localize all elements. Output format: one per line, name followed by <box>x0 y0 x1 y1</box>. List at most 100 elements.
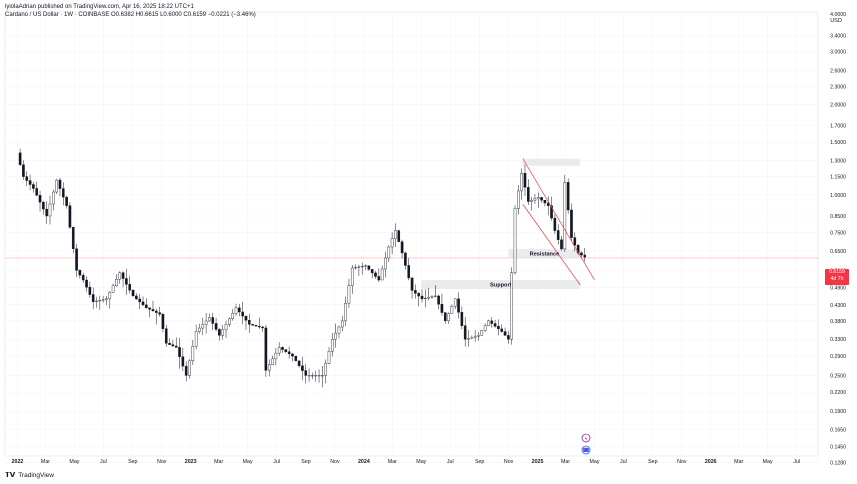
candle <box>447 312 450 324</box>
y-tick-label: 0.3800 <box>830 319 846 325</box>
x-tick-label: May <box>416 459 426 465</box>
candle <box>420 289 424 303</box>
candle-body <box>334 332 337 340</box>
chart-header: lyiolaAdrian published on TradingView.co… <box>5 3 256 19</box>
candle <box>321 366 324 388</box>
candle-body <box>553 217 557 231</box>
y-tick-label: 4.0000 <box>830 12 846 18</box>
x-tick-label: Jul <box>447 459 454 465</box>
candle-body <box>433 295 437 297</box>
x-tick-label: Sep <box>475 459 484 465</box>
candle <box>370 269 374 279</box>
candle <box>101 295 105 303</box>
candle-body <box>48 203 52 217</box>
candle-body <box>477 335 480 337</box>
candle-body <box>95 300 98 302</box>
candle <box>171 339 175 347</box>
candle <box>68 202 72 229</box>
candle-body <box>32 184 35 189</box>
zone-label: Support <box>490 283 512 289</box>
candle <box>324 359 327 384</box>
candle <box>277 342 281 357</box>
time-axis[interactable]: 2022 Mar May Jul Sep Nov 2023 Mar May Jul Sep Nov 20… <box>12 459 800 465</box>
candle-body <box>500 328 504 332</box>
candle-body <box>301 365 304 371</box>
price-axis[interactable]: USD5.40004.60004.00003.40003.00002.60002… <box>830 0 846 467</box>
candle <box>247 313 251 333</box>
candle <box>108 291 112 309</box>
x-tick-label: May <box>763 459 773 465</box>
candle <box>503 327 507 336</box>
candle <box>410 277 414 299</box>
candle <box>61 182 65 206</box>
candle <box>32 181 35 193</box>
bar-countdown: 4d 7h <box>830 276 844 282</box>
y-tick-label: 0.7500 <box>830 230 846 236</box>
candle-body <box>483 325 487 331</box>
candle-body <box>135 295 138 300</box>
last-price-value: 0.6159 <box>829 269 845 275</box>
x-tick-label: 2024 <box>358 459 370 465</box>
candle <box>450 304 454 314</box>
candle-body <box>443 312 447 322</box>
candle-body <box>91 294 95 302</box>
candle <box>164 324 168 347</box>
plot-area <box>4 11 819 457</box>
candle <box>513 205 517 275</box>
candle-body <box>61 188 65 198</box>
candle-body <box>238 307 241 313</box>
candle <box>18 148 22 167</box>
candle <box>148 307 151 318</box>
candle <box>337 325 341 339</box>
candle-body <box>337 326 341 334</box>
candle-body <box>404 252 407 266</box>
candle-body <box>331 339 334 352</box>
brand-name: TradingView <box>18 471 54 479</box>
candle <box>526 179 530 205</box>
candle-body <box>174 345 178 348</box>
zone-labels: Resistance Support <box>490 252 559 289</box>
candle-body <box>340 320 344 328</box>
candle-body <box>580 252 583 256</box>
candle <box>38 190 42 212</box>
candle-body <box>377 276 381 281</box>
candle <box>424 289 427 308</box>
candle <box>344 296 347 327</box>
trend-line <box>522 204 581 286</box>
candle <box>533 193 537 205</box>
x-tick-label: 2022 <box>12 459 24 465</box>
candle <box>443 312 447 324</box>
candle <box>244 315 248 330</box>
event-markers[interactable]: ϟ <box>581 433 591 455</box>
candle <box>261 325 264 332</box>
y-tick-label: 2.3000 <box>830 84 846 90</box>
candle-body <box>450 305 454 314</box>
candle-body <box>18 152 22 165</box>
candle-body <box>563 182 567 250</box>
candle-body <box>264 327 268 371</box>
y-tick-label: 0.1280 <box>830 461 846 467</box>
y-tick-label: 1.7000 <box>830 124 846 130</box>
candle-body <box>417 293 420 297</box>
candle-body <box>487 320 490 326</box>
candle-body <box>493 323 497 327</box>
annotation-zones <box>421 158 581 290</box>
x-tick-label: Mar <box>734 459 743 465</box>
y-tick-label: 0.8500 <box>830 214 846 220</box>
x-tick-label: 2026 <box>705 459 717 465</box>
candle <box>550 196 553 221</box>
candle-body <box>281 347 284 350</box>
candle-body <box>543 199 547 204</box>
candle-body <box>158 312 161 315</box>
y-tick-label: 0.4900 <box>830 286 846 292</box>
candle <box>125 268 128 295</box>
candle-body <box>507 335 510 340</box>
candle-body <box>204 320 208 325</box>
candle <box>394 223 397 247</box>
candle <box>560 236 563 251</box>
candle <box>480 330 484 336</box>
zone-rect <box>508 248 581 259</box>
candle-body <box>407 265 411 279</box>
candle-body <box>457 298 460 313</box>
